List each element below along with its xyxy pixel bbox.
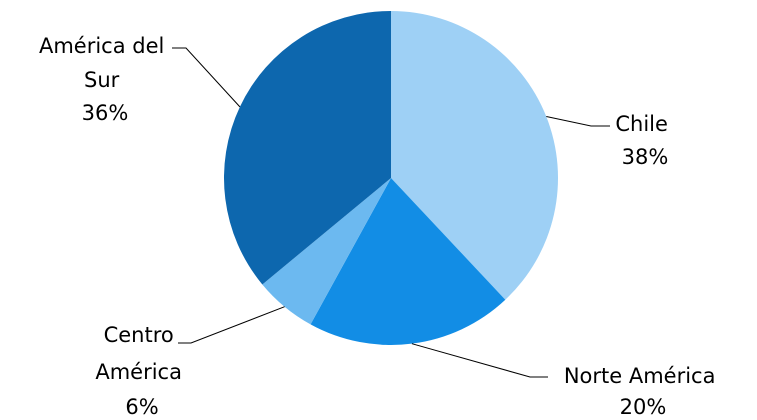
pie-slice-chile: [391, 11, 559, 300]
pie-slice-centro-america: [262, 178, 391, 325]
slice-label-chile: Chile 38%: [615, 112, 674, 169]
slice-pct-norte-america: 20%: [620, 395, 667, 419]
pie-slices: [223, 10, 559, 345]
leader-lines: [172, 47, 610, 378]
slice-label-america-del-sur: América del Sur 36%: [39, 34, 171, 125]
slice-name-america-del-sur-line1: América del: [39, 34, 164, 58]
slice-name-centro-america-line2: América: [95, 360, 182, 384]
slice-label-norte-america: Norte América 20%: [564, 364, 722, 419]
slice-pct-centro-america: 6%: [125, 395, 158, 419]
slice-name-norte-america: Norte América: [564, 364, 716, 388]
slice-label-centro-america: Centro América 6%: [95, 323, 188, 419]
slice-pct-america-del-sur: 36%: [82, 101, 129, 125]
slice-name-centro-america-line1: Centro: [104, 323, 174, 347]
leader-line-chile: [546, 116, 610, 127]
leader-line-norte-america: [411, 343, 548, 378]
pie-slice-norte-america: [310, 178, 506, 345]
leader-line-centro-america: [178, 306, 285, 344]
slice-pct-chile: 38%: [622, 145, 669, 169]
slice-name-america-del-sur-line2: Sur: [84, 68, 120, 92]
slice-name-chile: Chile: [615, 112, 668, 136]
pie-slice-america-del-sur: [223, 10, 391, 285]
leader-line-america-del-sur: [172, 47, 241, 108]
